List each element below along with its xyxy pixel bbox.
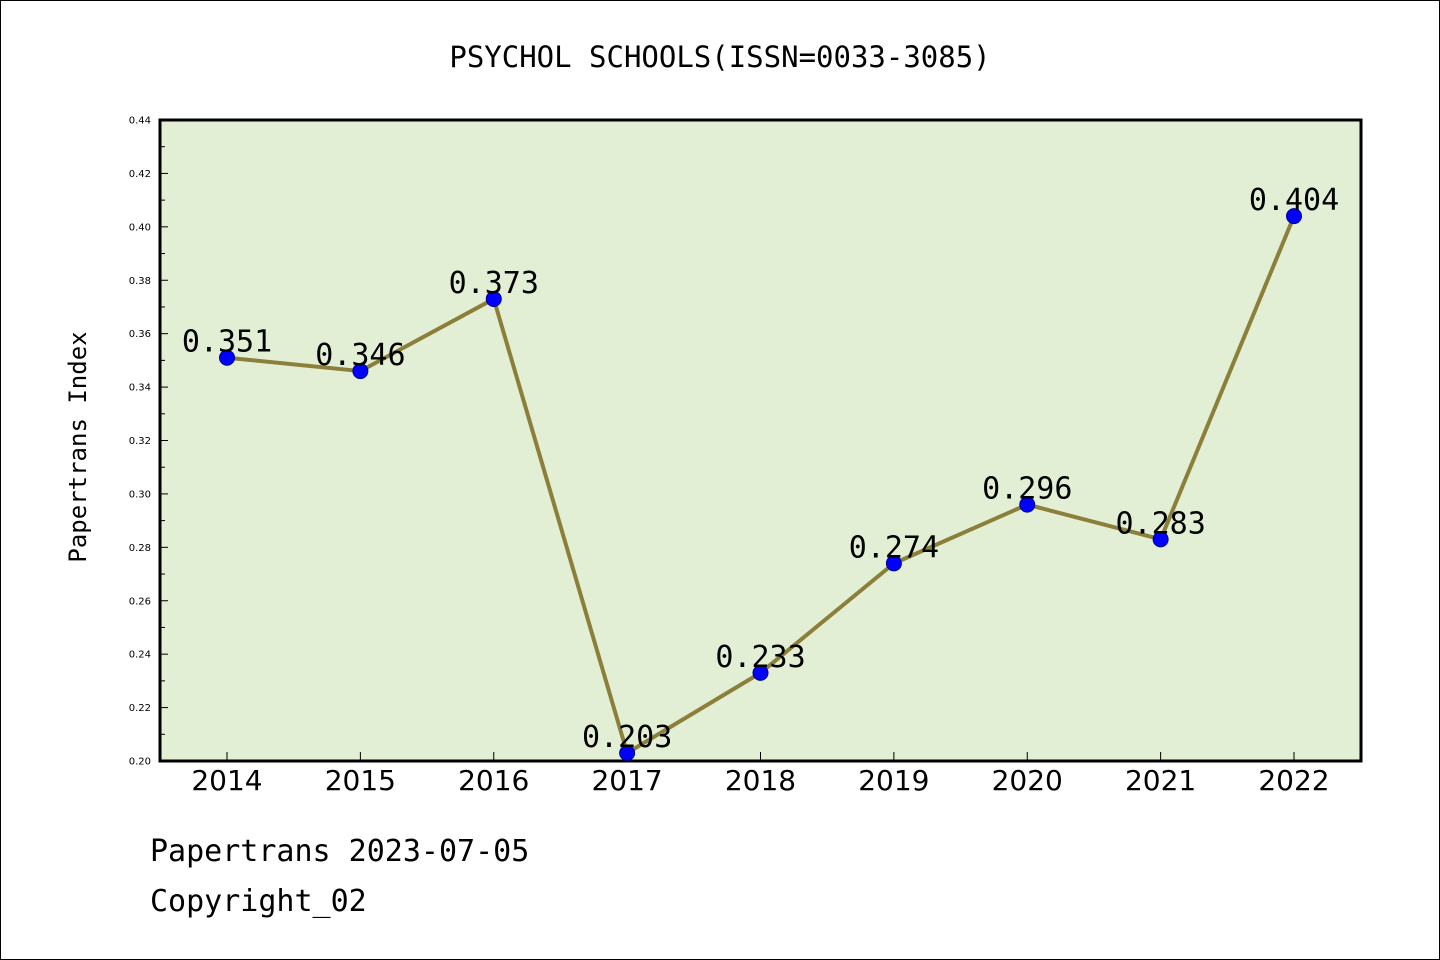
data-point-marker — [1286, 208, 1302, 225]
x-tick-label: 2018 — [725, 764, 796, 797]
x-tick-label: 2015 — [325, 764, 396, 797]
data-label: 0.233 — [715, 640, 805, 675]
y-tick-label: 0.38 — [129, 276, 151, 287]
data-label: 0.404 — [1249, 183, 1339, 218]
x-axis-ticks: 2014 2015 2016 2017 2018 2019 2020 2021 2022 — [191, 752, 1330, 797]
y-tick-label: 0.22 — [129, 703, 151, 714]
x-tick-label: 2016 — [458, 764, 529, 797]
data-point-marker — [752, 664, 769, 681]
data-label: 0.346 — [315, 338, 405, 373]
x-tick-label: 2019 — [858, 764, 929, 797]
y-tick-label: 0.36 — [129, 329, 151, 340]
data-label: 0.203 — [582, 720, 672, 755]
x-tick-label: 2014 — [191, 764, 262, 797]
data-label: 0.296 — [982, 472, 1072, 507]
data-point-marker — [1019, 496, 1036, 513]
y-tick-label: 0.26 — [129, 596, 151, 607]
x-tick-label: 2017 — [591, 764, 662, 797]
data-label: 0.351 — [182, 325, 272, 360]
plot-area — [158, 118, 1363, 763]
data-label: 0.274 — [849, 530, 939, 565]
y-tick-label: 0.40 — [129, 222, 151, 233]
data-point-marker — [485, 290, 502, 307]
y-tick-label: 0.42 — [129, 169, 151, 180]
data-point-marker — [885, 555, 902, 572]
x-tick-label: 2022 — [1258, 764, 1329, 797]
y-axis-label: Papertrans Index — [64, 331, 92, 562]
x-tick-label: 2020 — [992, 764, 1063, 797]
y-tick-label: 0.28 — [129, 543, 151, 554]
footer-copyright: Copyright_02 — [150, 884, 367, 919]
y-tick-label: 0.20 — [129, 757, 151, 768]
y-tick-label: 0.32 — [129, 436, 151, 447]
data-label: 0.373 — [449, 266, 539, 301]
data-point-marker — [219, 349, 235, 366]
chart-title: PSYCHOL SCHOOLS(ISSN=0033-3085) — [449, 40, 990, 74]
y-axis-ticks: 0.20 0.22 0.24 0.26 0.28 0.30 0.32 0.34 0.36 0.38… — [129, 116, 168, 768]
data-label: 0.283 — [1115, 506, 1205, 541]
data-point-marker — [1152, 531, 1169, 548]
series-line-group: 0.351 0.346 0.373 0.203 0.233 0.274 0.296 0.283… — [182, 183, 1339, 761]
footer-brand-date: Papertrans 2023-07-05 — [150, 834, 530, 869]
y-tick-label: 0.30 — [129, 489, 151, 500]
data-point-marker — [619, 744, 636, 761]
y-tick-label: 0.34 — [129, 383, 151, 394]
y-tick-label: 0.24 — [129, 650, 151, 661]
x-tick-label: 2021 — [1125, 764, 1196, 797]
data-point-marker — [352, 363, 369, 380]
y-tick-label: 0.44 — [129, 116, 151, 127]
